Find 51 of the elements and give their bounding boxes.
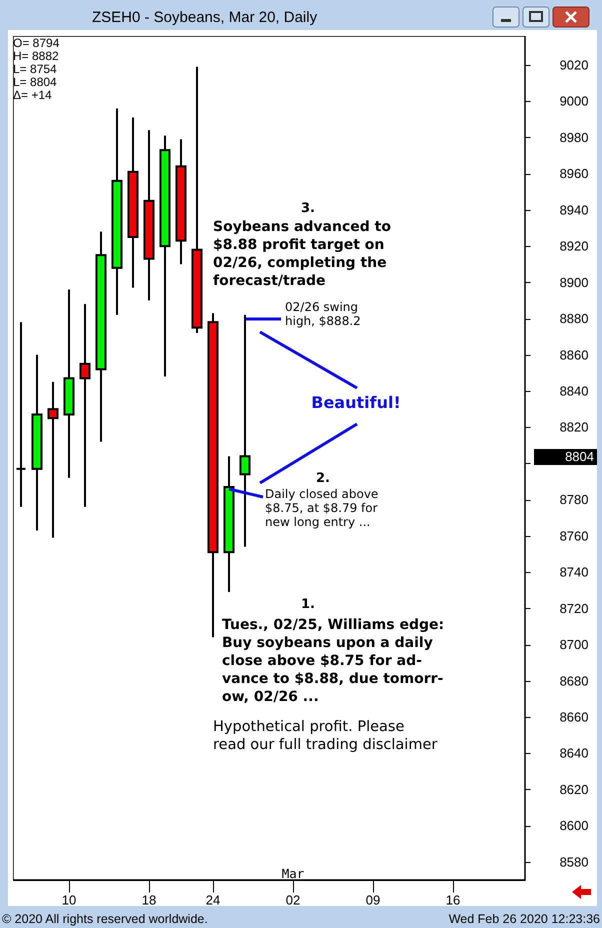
y-tick-label: 8920: [560, 238, 588, 254]
candlestick: [240, 314, 250, 548]
y-tick-label: 8900: [560, 274, 588, 290]
candlestick: [16, 321, 26, 508]
candlestick: [48, 380, 58, 539]
text: Wed Feb 26 2020 12:23:36: [448, 912, 600, 926]
x-tick-label: 02: [286, 892, 300, 908]
y-tick-label: 8860: [560, 347, 588, 362]
y-tick-label: 8740: [560, 564, 588, 580]
annotation: Tues., 02/25, Williams edge: Buy soybeans upon a daily close above $8.75 for ad- vance to $8.88, due tomorr- ow, 02/26 ...: [222, 617, 444, 705]
y-tick-label: 8720: [560, 600, 588, 616]
y-tick-label: 8580: [560, 854, 588, 870]
x-tick-label: 16: [446, 892, 460, 908]
annotation: Mar: [282, 866, 305, 881]
annotation: Daily closed above $8.75, at $8.79 for new long entry ...: [265, 487, 378, 529]
y-tick-label: 8780: [560, 492, 588, 508]
y-tick-label: 8760: [560, 528, 588, 544]
text: 8804: [565, 449, 594, 464]
y-tick-label: 8700: [560, 637, 588, 652]
annotation: L= 8804: [13, 75, 58, 89]
annotation: 02/26 swing high, $888.2: [285, 300, 361, 328]
y-tick-label: 9000: [560, 94, 588, 109]
annotation: Beautiful!: [311, 393, 401, 412]
x-tick-label: 09: [366, 892, 380, 908]
y-tick-label: 8680: [560, 673, 588, 688]
annotation: 1.: [301, 597, 315, 612]
y-tick-label: 8960: [560, 166, 588, 182]
annotation: Soybeans advanced to $8.88 profit target on 02/26, completing the forecast/trade: [213, 219, 392, 289]
y-tick-label: 8600: [560, 818, 588, 834]
y-tick-label: 8640: [560, 746, 588, 761]
y-tick-label: 8840: [560, 383, 588, 398]
annotation: 2.: [316, 471, 330, 486]
y-tick-label: 8880: [560, 311, 588, 326]
text: © 2020 All rights reserved worldwide.: [2, 912, 208, 926]
x-tick-label: 10: [62, 892, 76, 908]
x-tick-label: 18: [142, 892, 156, 908]
x-tick-label: 24: [206, 892, 220, 908]
y-tick-label: 9020: [560, 57, 588, 72]
annotation: L= 8754: [13, 62, 58, 76]
y-tick-label: 8980: [560, 130, 588, 145]
annotation: Δ= +14: [13, 88, 52, 102]
candlestick: [80, 303, 90, 508]
y-tick-label: 8940: [560, 202, 588, 218]
chart-title: ZSEH0 - Soybeans, Mar 20, Daily: [92, 9, 318, 26]
annotation: O= 8794: [13, 36, 60, 50]
y-tick-label: 8660: [560, 709, 588, 724]
annotation: 3.: [301, 201, 315, 216]
y-tick-label: 8620: [560, 782, 588, 797]
y-tick-label: 8820: [560, 420, 588, 435]
annotation: H= 8882: [13, 49, 60, 63]
annotation: Hypothetical profit. Please read our full trading disclaimer: [213, 719, 438, 753]
